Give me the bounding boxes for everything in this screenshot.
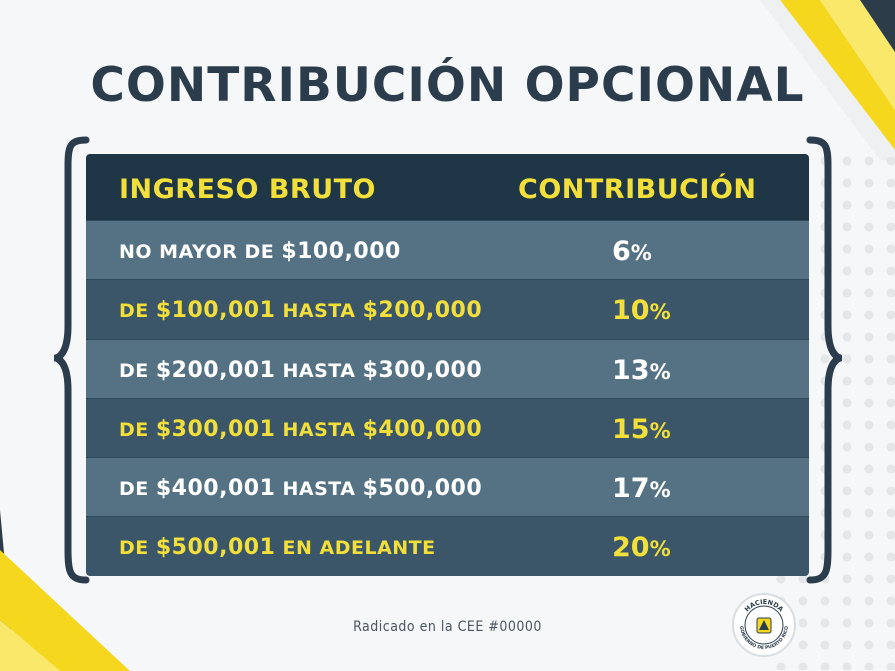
income-range-a: $100,001 [155,298,276,324]
rate-value: 15 [612,413,650,445]
contribution-rate: 20% [612,532,692,563]
rate-value: 20 [612,532,650,564]
income-range-a: $300,001 [155,416,276,442]
table-row: DE $200,001 HASTA $300,000 13% [86,338,809,398]
percent-symbol: % [649,300,671,325]
table-row: DE $100,001 HASTA $200,000 10% [86,279,809,339]
income-range-a: $500,001 [155,535,276,561]
contribution-rate: 13% [612,355,692,386]
percent-symbol: % [649,537,671,562]
income-range-mid: HASTA [275,418,363,441]
top-right-corner-stripes [760,0,895,160]
contribution-table: INGRESO BRUTO CONTRIBUCIÓN NO MAYOR DE $… [86,154,809,576]
table-header: INGRESO BRUTO CONTRIBUCIÓN [86,154,809,220]
rate-value: 6 [612,236,631,267]
income-range-mid: HASTA [275,300,363,323]
rate-value: 17 [612,473,650,505]
income-range: DE $300,001 HASTA $400,000 [119,417,482,442]
income-range: DE $100,001 HASTA $200,000 [119,298,482,323]
percent-symbol: % [649,418,671,443]
income-range-pre: DE [119,359,156,382]
income-range-a: $400,001 [155,476,276,502]
header-contribucion: CONTRIBUCIÓN [518,174,757,205]
income-range: DE $200,001 HASTA $300,000 [119,358,482,383]
table-row: NO MAYOR DE $100,000 6% [86,220,809,280]
income-range-mid: EN ADELANTE [275,537,436,560]
rate-value: 10 [612,295,650,327]
income-range-b: $400,000 [362,416,483,442]
income-range: DE $500,001 EN ADELANTE [119,535,436,560]
table-row: DE $300,001 HASTA $400,000 15% [86,397,809,458]
right-brace [806,136,842,584]
contribution-rate: 15% [612,414,692,445]
percent-symbol: % [649,359,671,384]
contribution-rate: 10% [612,295,692,326]
table-row: DE $500,001 EN ADELANTE 20% [86,516,809,576]
income-range-a: $100,000 [281,239,401,264]
income-range-b: $200,000 [362,298,483,324]
header-ingreso-bruto: INGRESO BRUTO [119,174,377,205]
income-range-pre: DE [119,300,156,323]
contribution-rate: 17% [612,473,692,504]
rate-value: 13 [612,354,650,386]
table-row: DE $400,001 HASTA $500,000 17% [86,457,809,517]
income-range-mid: HASTA [275,478,363,501]
income-range-a: $200,001 [155,357,276,383]
page-title: CONTRIBUCIÓN OPCIONAL [90,58,805,113]
footer-note: Radicado en la CEE #00000 [353,619,542,635]
hacienda-seal-logo: HACIENDA GOBIERNO DE PUERTO RICO [732,593,796,657]
income-range-pre: DE [119,418,156,441]
income-range-b: $500,000 [362,476,483,502]
bottom-left-corner-stripes [0,510,130,671]
income-range-pre: DE [119,537,156,560]
income-range: DE $400,001 HASTA $500,000 [119,476,482,501]
left-brace [54,136,90,584]
percent-symbol: % [649,478,671,503]
income-range-b: $300,000 [362,357,483,383]
income-range-pre: NO MAYOR DE [119,241,282,263]
income-range-pre: DE [119,478,156,501]
income-range: NO MAYOR DE $100,000 [119,239,401,264]
contribution-rate: 6% [612,236,692,267]
percent-symbol: % [630,241,652,265]
income-range-mid: HASTA [275,359,363,382]
